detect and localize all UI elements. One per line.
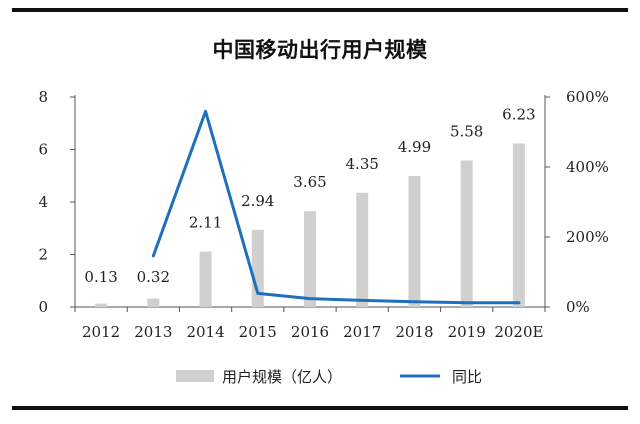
yoy-line [151, 109, 521, 305]
left-tick-label: 8 [38, 88, 48, 106]
bar [408, 176, 421, 307]
data-label: 3.65 [293, 173, 326, 191]
bar [147, 298, 160, 307]
x-tick-label: 2014 [186, 323, 224, 341]
left-tick-label: 0 [38, 298, 48, 316]
legend: 用户规模（亿人） 同比 [176, 368, 482, 386]
data-label: 4.99 [398, 138, 431, 156]
bar [512, 143, 525, 307]
data-label: 2.94 [241, 192, 274, 210]
legend-bar-label: 用户规模（亿人） [222, 368, 342, 386]
bar [460, 160, 473, 307]
left-tick-label: 4 [38, 193, 48, 211]
right-tick-label: 600% [566, 88, 609, 106]
top-rule [12, 8, 628, 12]
line-group [151, 109, 521, 305]
data-label: 6.23 [502, 105, 535, 123]
x-tick-label: 2016 [291, 323, 329, 341]
bar [304, 211, 316, 307]
data-label: 2.11 [189, 214, 222, 232]
x-tick-label: 2019 [448, 323, 486, 341]
bar [251, 229, 264, 307]
legend-bar-swatch [176, 370, 214, 382]
data-label: 0.32 [137, 268, 170, 286]
bar [199, 251, 212, 307]
bar [356, 192, 369, 307]
labels-group: 0.13 0.32 2.11 2.94 3.65 4.35 4.99 5.58 6.23 [84, 105, 535, 286]
legend-line-label: 同比 [452, 368, 482, 386]
data-label: 5.58 [450, 123, 483, 141]
chart-title: 中国移动出行用户规模 [212, 38, 428, 62]
x-tick-label: 2017 [343, 323, 381, 341]
left-tick-label: 6 [38, 141, 48, 159]
bar [95, 303, 108, 307]
x-tick-label: 2012 [82, 323, 120, 341]
data-label: 4.35 [346, 155, 379, 173]
right-tick-label: 200% [566, 228, 609, 246]
axes-group: 0 2 4 6 8 0% 200% 400% 600% 2012 2013 2014 2015 2016 2… [38, 88, 608, 341]
bottom-rule [12, 406, 628, 410]
left-tick-label: 2 [38, 246, 48, 264]
bars-group [95, 143, 525, 307]
x-tick-label: 2013 [134, 323, 172, 341]
right-tick-label: 400% [566, 158, 609, 176]
x-tick-label: 2015 [239, 323, 277, 341]
right-tick-label: 0% [566, 298, 590, 316]
data-label: 0.13 [84, 268, 117, 286]
x-tick-label: 2020E [494, 323, 543, 341]
x-tick-label: 2018 [395, 323, 433, 341]
